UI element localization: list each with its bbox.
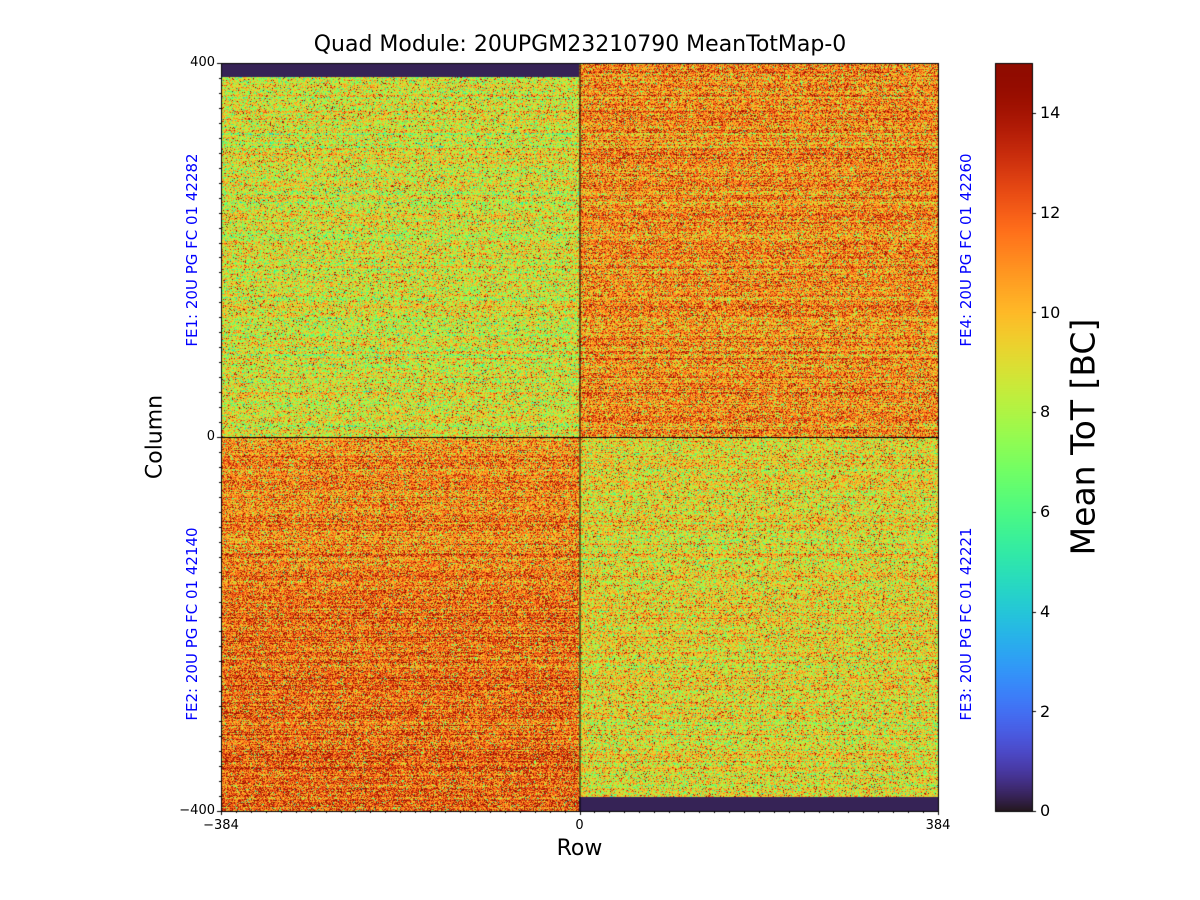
chart-title: Quad Module: 20UPGM23210790 MeanTotMap-0	[313, 32, 847, 57]
fe2-label: FE2: 20U PG FC 01 42140	[183, 527, 201, 721]
x-tick-label: −384	[203, 818, 239, 834]
colorbar-tick-label: 2	[1040, 701, 1051, 721]
fe4-label: FE4: 20U PG FC 01 42260	[957, 153, 975, 347]
y-tick-label: 0	[206, 429, 215, 445]
fe3-label: FE3: 20U PG FC 01 42221	[957, 527, 975, 721]
x-tick-label: 0	[575, 818, 584, 834]
x-axis-label: Row	[556, 836, 603, 861]
y-axis-label: Column	[142, 394, 168, 480]
colorbar-tick-label: 6	[1040, 502, 1051, 522]
colorbar-tick-label: 4	[1040, 601, 1051, 621]
colorbar-tick-label: 8	[1040, 402, 1051, 422]
colorbar-tick-label: 14	[1040, 103, 1061, 123]
y-tick-label: 400	[190, 55, 215, 71]
y-tick-label: −400	[179, 803, 215, 819]
colorbar-tick-label: 0	[1040, 801, 1051, 821]
colorbar-tick-label: 10	[1040, 302, 1061, 322]
colorbar-tick-label: 12	[1040, 203, 1061, 222]
x-tick-label: 384	[925, 818, 951, 834]
fe1-label: FE1: 20U PG FC 01 42282	[183, 153, 201, 347]
colorbar-label: Mean ToT [BC]	[1063, 318, 1103, 556]
